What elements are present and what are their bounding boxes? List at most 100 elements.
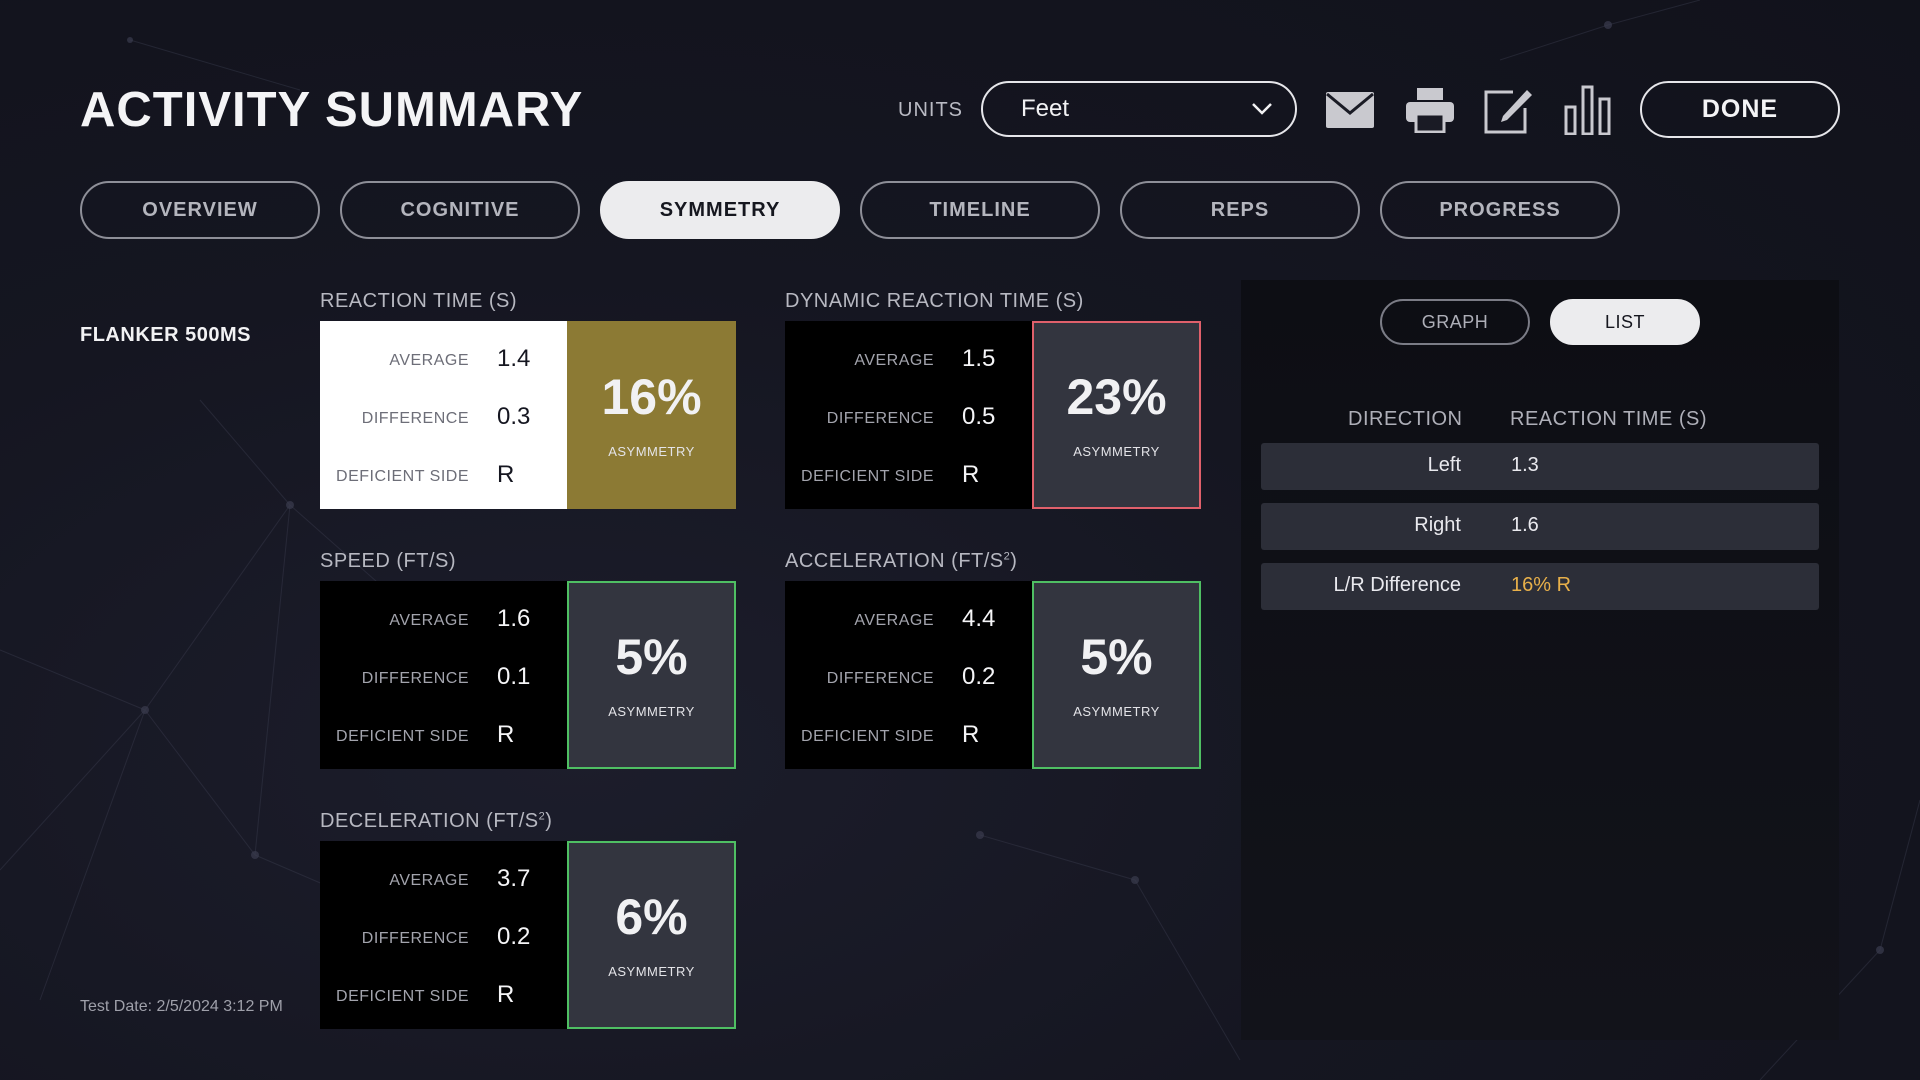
activity-name: FLANKER 500MS <box>80 324 251 346</box>
page-title: ACTIVITY SUMMARY <box>80 83 584 137</box>
tab-timeline[interactable]: TIMELINE <box>860 181 1100 239</box>
metric-title-acceleration: ACCELERATION (FT/S2) <box>785 550 1017 573</box>
metric-title-deceleration: DECELERATION (FT/S2) <box>320 810 552 833</box>
average-label: AVERAGE <box>854 612 934 629</box>
deficient-side-value: R <box>497 721 515 748</box>
reaction-time-cell: 1.3 <box>1511 454 1539 476</box>
metric-title-suffix: ) <box>1010 550 1018 572</box>
graph-view-toggle[interactable]: GRAPH <box>1380 299 1530 345</box>
list-row-lr-difference: L/R Difference 16% R <box>1261 563 1819 610</box>
list-row-right: Right 1.6 <box>1261 503 1819 550</box>
asymmetry-label: ASYMMETRY <box>608 703 695 719</box>
metric-card-dynamic-reaction-time: AVERAGE 1.5 DIFFERENCE 0.5 DEFICIENT SIDE R… <box>785 321 1201 509</box>
metric-title-text: DYNAMIC REACTION TIME (S) <box>785 290 1084 312</box>
test-date: Test Date: 2/5/2024 3:12 PM <box>80 998 283 1015</box>
difference-label: DIFFERENCE <box>361 410 469 427</box>
edit-icon[interactable] <box>1482 84 1534 136</box>
difference-value: 0.3 <box>497 403 531 430</box>
difference-label: DIFFERENCE <box>361 930 469 947</box>
metric-title-reaction-time: REACTION TIME (S) <box>320 290 517 313</box>
reaction-time-cell: 1.6 <box>1511 514 1539 536</box>
direction-cell: Left <box>1427 454 1461 476</box>
units-selected-value: Feet <box>1021 95 1070 122</box>
metric-title-speed: SPEED (FT/S) <box>320 550 456 573</box>
metric-card-reaction-time: AVERAGE 1.4 DIFFERENCE 0.3 DEFICIENT SIDE R… <box>320 321 736 509</box>
metric-title-superscript: 2 <box>1003 550 1011 563</box>
asymmetry-box: 23% ASYMMETRY <box>1032 321 1201 509</box>
difference-value: 0.2 <box>962 663 996 690</box>
average-label: AVERAGE <box>389 872 469 889</box>
metric-title-text: REACTION TIME (S) <box>320 290 518 312</box>
metric-card-acceleration: AVERAGE 4.4 DIFFERENCE 0.2 DEFICIENT SIDE R… <box>785 581 1201 769</box>
deficient-side-value: R <box>962 461 980 488</box>
difference-label: DIFFERENCE <box>826 410 934 427</box>
deficient-side-label: DEFICIENT SIDE <box>336 728 469 745</box>
units-dropdown[interactable]: Feet <box>981 81 1297 137</box>
tab-symmetry[interactable]: SYMMETRY <box>600 181 840 239</box>
lr-difference-value: 16% R <box>1511 574 1572 596</box>
metric-stats: AVERAGE 1.6 DIFFERENCE 0.1 DEFICIENT SIDE R <box>320 581 567 769</box>
metric-title-text: ACCELERATION (FT/S <box>785 550 1004 572</box>
tab-reps[interactable]: REPS <box>1120 181 1360 239</box>
metric-card-deceleration: AVERAGE 3.7 DIFFERENCE 0.2 DEFICIENT SIDE R… <box>320 841 736 1029</box>
average-value: 3.7 <box>497 865 531 892</box>
asymmetry-box: 5% ASYMMETRY <box>567 581 736 769</box>
deficient-side-label: DEFICIENT SIDE <box>801 468 934 485</box>
metric-card-speed: AVERAGE 1.6 DIFFERENCE 0.1 DEFICIENT SIDE R… <box>320 581 736 769</box>
metric-title-suffix: ) <box>545 810 553 832</box>
metric-title-superscript: 2 <box>538 810 546 823</box>
direction-cell: Right <box>1414 514 1461 536</box>
asymmetry-label: ASYMMETRY <box>608 443 695 459</box>
metric-title-text: DECELERATION (FT/S <box>320 810 539 832</box>
list-view-toggle[interactable]: LIST <box>1550 299 1700 345</box>
asymmetry-box: 16% ASYMMETRY <box>567 321 736 509</box>
column-header-direction: DIRECTION <box>1348 408 1463 430</box>
deficient-side-label: DEFICIENT SIDE <box>336 988 469 1005</box>
print-icon[interactable] <box>1404 84 1456 136</box>
average-label: AVERAGE <box>854 352 934 369</box>
average-value: 1.5 <box>962 345 996 372</box>
asymmetry-label: ASYMMETRY <box>1073 703 1160 719</box>
deficient-side-value: R <box>962 721 980 748</box>
asymmetry-value: 6% <box>615 888 688 945</box>
direction-cell: L/R Difference <box>1333 574 1461 596</box>
deficient-side-value: R <box>497 461 515 488</box>
average-label: AVERAGE <box>389 352 469 369</box>
asymmetry-label: ASYMMETRY <box>608 963 695 979</box>
asymmetry-value: 23% <box>1066 368 1167 425</box>
deficient-side-value: R <box>497 981 515 1008</box>
metric-stats: AVERAGE 1.4 DIFFERENCE 0.3 DEFICIENT SIDE R <box>320 321 567 509</box>
average-value: 4.4 <box>962 605 996 632</box>
deficient-side-label: DEFICIENT SIDE <box>336 468 469 485</box>
chevron-down-icon <box>1252 103 1272 115</box>
mail-icon[interactable] <box>1324 84 1376 136</box>
average-value: 1.4 <box>497 345 531 372</box>
tab-cognitive[interactable]: COGNITIVE <box>340 181 580 239</box>
metric-stats: AVERAGE 3.7 DIFFERENCE 0.2 DEFICIENT SIDE R <box>320 841 567 1029</box>
difference-label: DIFFERENCE <box>361 670 469 687</box>
asymmetry-value: 16% <box>601 368 702 425</box>
tab-progress[interactable]: PROGRESS <box>1380 181 1620 239</box>
units-label: UNITS <box>898 99 963 121</box>
metric-title-text: SPEED (FT/S) <box>320 550 457 572</box>
asymmetry-box: 6% ASYMMETRY <box>567 841 736 1029</box>
difference-value: 0.1 <box>497 663 531 690</box>
asymmetry-label: ASYMMETRY <box>1073 443 1160 459</box>
difference-value: 0.2 <box>497 923 531 950</box>
tab-overview[interactable]: OVERVIEW <box>80 181 320 239</box>
deficient-side-label: DEFICIENT SIDE <box>801 728 934 745</box>
difference-label: DIFFERENCE <box>826 670 934 687</box>
asymmetry-value: 5% <box>1080 628 1153 685</box>
column-header-reaction-time: REACTION TIME (S) <box>1510 408 1708 430</box>
metric-stats: AVERAGE 4.4 DIFFERENCE 0.2 DEFICIENT SIDE R <box>785 581 1032 769</box>
difference-value: 0.5 <box>962 403 996 430</box>
done-button[interactable]: DONE <box>1640 81 1840 138</box>
asymmetry-value: 5% <box>615 628 688 685</box>
average-label: AVERAGE <box>389 612 469 629</box>
list-row-left: Left 1.3 <box>1261 443 1819 490</box>
metric-stats: AVERAGE 1.5 DIFFERENCE 0.5 DEFICIENT SIDE R <box>785 321 1032 509</box>
symmetry-detail-panel: GRAPH LIST DIRECTION REACTION TIME (S) L… <box>1241 280 1839 1040</box>
metric-title-dynamic-reaction-time: DYNAMIC REACTION TIME (S) <box>785 290 1084 313</box>
asymmetry-box: 5% ASYMMETRY <box>1032 581 1201 769</box>
bar-chart-icon[interactable] <box>1562 84 1614 136</box>
